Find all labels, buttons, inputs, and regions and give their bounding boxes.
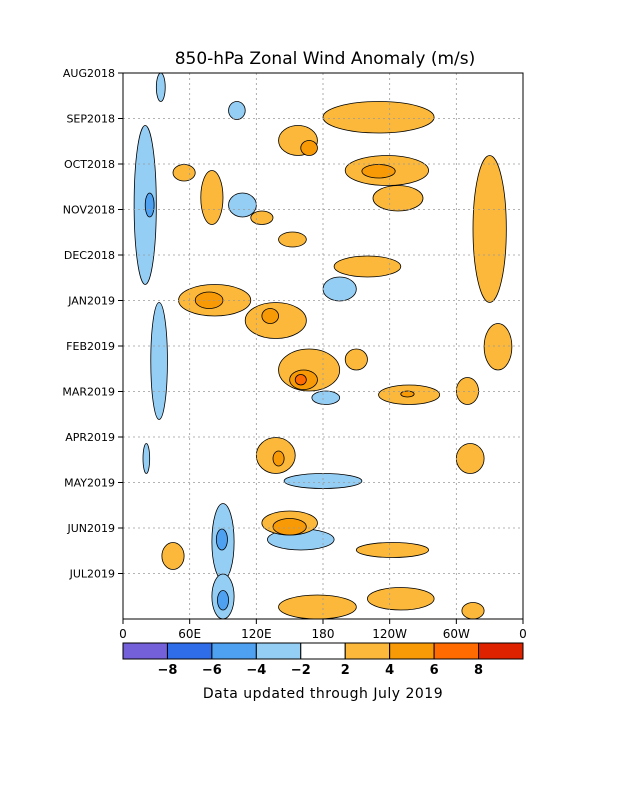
colorbar-label: −2	[291, 663, 311, 678]
colorbar-swatch	[166, 642, 213, 660]
anomaly-region-16	[300, 140, 318, 156]
anomaly-region-46	[161, 542, 185, 570]
y-tick-label: JUL2019	[69, 568, 115, 581]
colorbar-label: 4	[385, 663, 394, 678]
anomaly-region-10	[283, 473, 363, 489]
colorbar-swatch	[389, 642, 435, 660]
y-tick-label: APR2019	[65, 431, 115, 444]
x-tick-label: 60E	[178, 627, 201, 641]
anomaly-region-44	[483, 323, 513, 371]
anomaly-region-29	[261, 308, 279, 324]
anomaly-region-7	[217, 590, 229, 611]
y-tick-label: FEB2019	[66, 340, 115, 353]
x-tick-label: 120W	[372, 627, 407, 641]
anomaly-region-47	[461, 602, 485, 619]
colorbar-swatch	[122, 642, 168, 660]
x-tick-label: 0	[119, 627, 127, 641]
anomaly-region-5	[215, 528, 228, 551]
x-tick-label: 180	[312, 627, 335, 641]
anomaly-region-41	[278, 594, 357, 619]
anomaly-region-2	[150, 302, 168, 420]
anomaly-region-32	[294, 374, 307, 386]
y-axis: AUG2018 SEP2018 OCT2018 NOV2018 DEC2018 JAN20…	[62, 67, 123, 581]
anomaly-region-33	[344, 348, 368, 371]
anomaly-region-9	[322, 276, 357, 302]
anomaly-region-45	[455, 377, 479, 405]
anomaly-region-12	[311, 390, 341, 405]
anomaly-region-3	[142, 443, 151, 474]
colorbar-label: 2	[341, 663, 350, 678]
anomaly-region-23	[250, 210, 274, 225]
y-tick-label: NOV2018	[63, 204, 115, 217]
y-tick-label: AUG2018	[63, 67, 115, 80]
anomaly-region-13	[228, 101, 246, 120]
colorbar-label: −8	[157, 663, 177, 678]
y-tick-label: OCT2018	[64, 158, 115, 171]
anomaly-region-18	[361, 164, 396, 179]
x-tick-label: 0	[519, 627, 527, 641]
colorbar-swatch	[211, 642, 257, 660]
anomaly-region-43	[455, 443, 485, 474]
anomaly-region-14	[155, 73, 166, 102]
colorbar-swatch	[478, 642, 524, 660]
colorbar-label: 6	[430, 663, 439, 678]
y-tick-label: MAY2019	[64, 477, 115, 490]
update-note: Data updated through July 2019	[203, 686, 443, 702]
anomaly-region-48	[172, 164, 196, 182]
anomaly-region-21	[322, 101, 435, 134]
colorbar: −8 −6 −4 −2 2 4 6 8	[122, 642, 524, 678]
anomaly-region-42	[367, 587, 435, 611]
anomaly-regions	[133, 73, 513, 619]
colorbar-swatch	[433, 642, 480, 660]
anomaly-region-8	[228, 192, 257, 218]
x-tick-label: 120E	[241, 627, 272, 641]
anomaly-region-35	[400, 390, 415, 398]
colorbar-swatch	[344, 642, 391, 660]
colorbar-label: −4	[246, 663, 266, 678]
colorbar-label: 8	[474, 663, 483, 678]
anomaly-region-19	[372, 185, 424, 212]
y-tick-label: DEC2018	[64, 249, 115, 262]
anomaly-region-1	[144, 192, 155, 218]
anomaly-region-22	[200, 170, 224, 225]
y-tick-label: JUN2019	[66, 522, 115, 535]
gridlines	[123, 73, 523, 619]
y-tick-label: MAR2019	[62, 386, 115, 399]
anomaly-region-25	[333, 255, 402, 278]
y-tick-label: JAN2019	[67, 295, 115, 308]
anomaly-region-20	[472, 155, 507, 303]
colorbar-label: −6	[202, 663, 222, 678]
anomaly-region-24	[278, 231, 307, 248]
x-tick-label: 60W	[443, 627, 470, 641]
y-tick-label: SEP2018	[66, 113, 115, 126]
colorbar-swatch	[300, 642, 346, 660]
x-axis: 0 60E 120E 180 120W 60W 0	[119, 619, 527, 641]
anomaly-region-40	[355, 542, 429, 558]
anomaly-region-39	[272, 518, 307, 536]
colorbar-swatch	[255, 642, 302, 660]
anomaly-region-37	[272, 450, 285, 467]
chart-title: 850-hPa Zonal Wind Anomaly (m/s)	[175, 49, 476, 69]
